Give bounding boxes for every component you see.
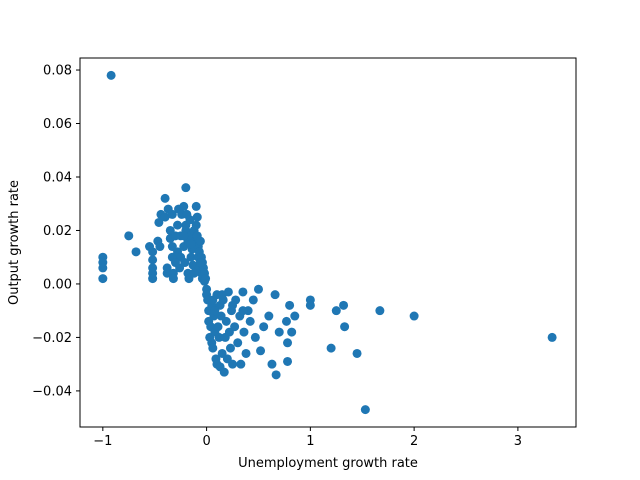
scatter-point: [271, 370, 281, 380]
scatter-point: [170, 258, 180, 268]
scatter-point: [160, 212, 170, 222]
scatter-point: [375, 306, 385, 316]
scatter-point: [148, 247, 158, 257]
y-tick-label: 0.00: [43, 277, 72, 292]
scatter-point: [230, 322, 240, 332]
scatter-point: [173, 220, 183, 230]
scatter-point: [264, 311, 274, 321]
scatter-point: [160, 193, 170, 203]
axes-frame: [79, 57, 577, 428]
scatter-point: [290, 311, 300, 321]
y-tick-label: −0.02: [32, 331, 72, 346]
scatter-point: [238, 287, 248, 297]
x-tick-label: 3: [514, 434, 522, 449]
scatter-point: [221, 316, 231, 326]
scatter-point: [98, 263, 108, 273]
scatter-point: [225, 343, 235, 353]
scatter-point: [228, 300, 238, 310]
scatter-point: [285, 300, 295, 310]
x-tick-label: 1: [306, 434, 314, 449]
scatter-point: [106, 70, 116, 80]
scatter-point: [98, 274, 108, 284]
scatter-point: [201, 274, 211, 284]
scatter-point: [259, 322, 269, 332]
scatter-point: [274, 327, 284, 337]
scatter-point: [131, 247, 141, 257]
x-tick-label: 0: [202, 434, 210, 449]
scatter-point: [192, 212, 202, 222]
scatter-point: [283, 338, 293, 348]
scatter-point: [287, 327, 297, 337]
scatter-point: [256, 346, 266, 356]
scatter-point: [305, 300, 315, 310]
scatter-point: [208, 343, 218, 353]
scatter-point: [214, 332, 224, 342]
scatter-point: [195, 236, 205, 246]
scatter-point: [228, 359, 238, 369]
scatter-point: [352, 348, 362, 358]
scatter-point: [283, 356, 293, 366]
scatter-point: [331, 306, 341, 316]
x-tick-label: −1: [93, 434, 112, 449]
scatter-point: [208, 295, 218, 305]
scatter-point: [195, 258, 205, 268]
x-tick-label: 2: [410, 434, 418, 449]
points-layer: [98, 70, 557, 415]
scatter-point: [179, 231, 189, 241]
scatter-point: [219, 367, 229, 377]
scatter-point: [360, 405, 370, 415]
scatter-point: [281, 316, 291, 326]
scatter-point: [340, 322, 350, 332]
x-axis-ticks: −1 0 1 2 3: [93, 427, 522, 449]
scatter-point: [270, 290, 280, 300]
scatter-point: [167, 209, 177, 219]
scatter-point: [181, 183, 191, 193]
scatter-point: [250, 332, 260, 342]
scatter-point: [547, 332, 557, 342]
scatter-point: [186, 239, 196, 249]
y-tick-label: 0.04: [43, 170, 72, 185]
scatter-point: [148, 274, 158, 284]
scatter-point: [233, 338, 243, 348]
scatter-point: [191, 220, 201, 230]
scatter-point: [236, 359, 246, 369]
y-tick-label: 0.02: [43, 224, 72, 239]
scatter-point: [148, 255, 158, 265]
y-tick-label: −0.04: [32, 384, 72, 399]
scatter-point: [409, 311, 419, 321]
scatter-point: [179, 201, 189, 211]
scatter-point: [185, 215, 195, 225]
x-axis-label: Unemployment growth rate: [238, 456, 418, 471]
scatter-point: [239, 327, 249, 337]
y-axis-ticks: −0.04 −0.02 0.00 0.02 0.04 0.06 0.08: [32, 64, 80, 399]
y-tick-label: 0.08: [43, 64, 72, 79]
scatter-point: [210, 306, 220, 316]
scatter-point: [326, 343, 336, 353]
scatter-point: [213, 322, 223, 332]
scatter-point: [191, 201, 201, 211]
scatter-point: [162, 263, 172, 273]
scatter-point: [168, 274, 178, 284]
scatter-point: [155, 242, 165, 252]
scatter-point: [154, 217, 164, 227]
scatter-point: [124, 231, 134, 241]
scatter-point: [339, 300, 349, 310]
scatter-point: [238, 306, 248, 316]
scatter-point: [189, 268, 199, 278]
scatter-point: [217, 290, 227, 300]
scatter-point: [241, 348, 251, 358]
scatter-point: [186, 252, 196, 262]
scatter-point: [245, 316, 255, 326]
y-tick-label: 0.06: [43, 117, 72, 132]
scatter-point: [248, 295, 258, 305]
scatter-point: [253, 284, 263, 294]
y-axis-label: Output growth rate: [7, 180, 22, 305]
scatter-point: [267, 359, 277, 369]
